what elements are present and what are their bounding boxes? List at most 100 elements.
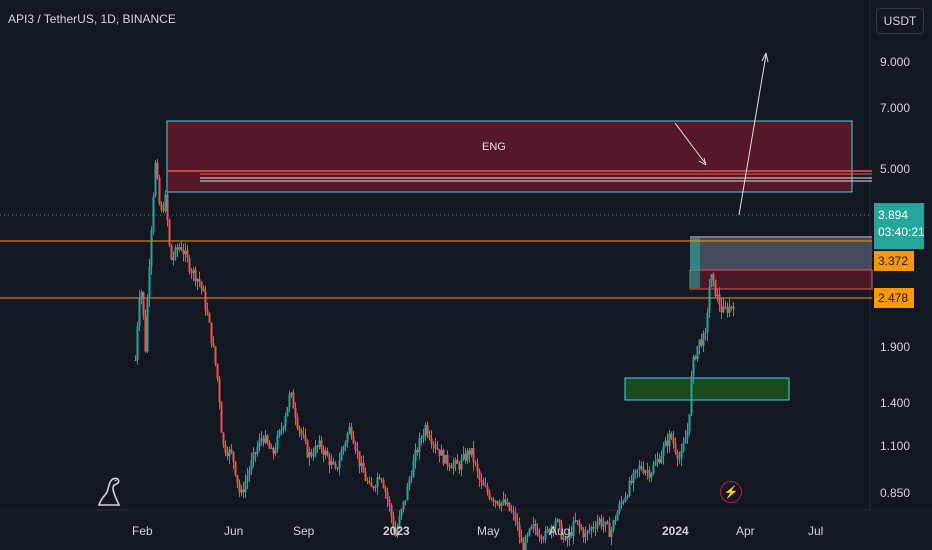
candle-body	[140, 291, 143, 298]
price-tick: 1.900	[880, 340, 910, 354]
candle-body	[228, 449, 231, 457]
price-tick: 0.850	[880, 486, 910, 500]
candle-body	[196, 279, 199, 282]
candle-body	[344, 442, 347, 447]
candle-body	[254, 452, 257, 454]
candle-body	[600, 518, 603, 527]
candle-body	[544, 530, 547, 539]
candle-body	[658, 458, 661, 463]
candle-body	[408, 479, 411, 486]
candle-body	[724, 306, 727, 308]
candle-body	[490, 498, 493, 500]
candle-body	[696, 346, 699, 360]
candle-body	[732, 306, 735, 310]
level-tag-3372[interactable]: 3.372	[874, 251, 914, 271]
time-tick: 2024	[662, 524, 689, 538]
candle-body	[180, 247, 183, 251]
candle-body	[342, 446, 345, 451]
candle-body	[266, 435, 269, 444]
candle-body	[402, 501, 405, 510]
resistance-zone[interactable]	[166, 120, 853, 193]
candle-body	[444, 455, 447, 464]
level-tag-2478[interactable]: 2.478	[874, 288, 914, 308]
candle-body	[362, 462, 365, 473]
candle-body	[256, 446, 259, 454]
candle-body	[434, 444, 437, 449]
candle-body	[464, 453, 467, 461]
dinosaur-icon	[97, 477, 121, 506]
candle-body	[138, 297, 141, 327]
candle-body	[638, 466, 641, 470]
accumulation-zone[interactable]	[624, 377, 790, 401]
candle-body	[212, 342, 215, 347]
candle-body	[334, 464, 337, 468]
demand-zone-upper[interactable]	[690, 238, 872, 270]
candle-body	[384, 487, 387, 492]
candle-body	[134, 360, 137, 362]
price-tick: 5.000	[880, 162, 910, 176]
candle-body	[528, 528, 531, 535]
demand-zone-lower[interactable]	[689, 269, 873, 290]
candle-body	[318, 440, 321, 447]
candle-body	[304, 435, 307, 441]
candle-body	[646, 470, 649, 472]
candle-body	[370, 482, 373, 487]
time-tick: May	[477, 524, 500, 538]
candle-body	[644, 471, 647, 473]
candle-body	[400, 509, 403, 517]
candle-body	[394, 528, 397, 537]
candle-body	[640, 466, 643, 469]
currency-button[interactable]: USDT	[876, 8, 924, 34]
candle-body	[358, 451, 361, 466]
candle-body	[426, 425, 429, 435]
candle-body	[478, 470, 481, 480]
arrow-target[interactable]	[738, 54, 767, 216]
candle-body	[320, 440, 323, 449]
candle-body	[160, 204, 163, 210]
candle-body	[270, 447, 273, 449]
candle-body	[492, 499, 495, 503]
candle-body	[456, 459, 459, 465]
candle-body	[518, 524, 521, 538]
candle-body	[284, 416, 287, 427]
candle-body	[662, 446, 665, 457]
candle-body	[410, 476, 413, 480]
candle-body	[272, 447, 275, 454]
time-axis: Feb Jun Sep 2023 May Aug 2024 Apr Jul	[132, 524, 823, 538]
candle-body	[590, 527, 593, 531]
time-tick: Jun	[224, 524, 243, 538]
candle-body	[150, 230, 153, 267]
symbol-title[interactable]: API3 / TetherUS, 1D, BINANCE	[8, 12, 176, 26]
candle-body	[276, 435, 279, 450]
arrow-pointer[interactable]	[674, 122, 706, 164]
candle-body	[412, 460, 415, 477]
candle-body	[252, 452, 255, 461]
candle-body	[424, 425, 427, 436]
candle-body	[238, 482, 241, 493]
candle-body	[670, 433, 673, 439]
candle-body	[210, 322, 213, 343]
candle-body	[454, 459, 457, 464]
candle-body	[682, 443, 685, 451]
candle-body	[460, 459, 463, 470]
candle-body	[726, 307, 729, 313]
candle-body	[634, 470, 637, 474]
candle-body	[504, 499, 507, 505]
candle-body	[306, 440, 309, 458]
candle-body	[534, 523, 537, 530]
candle-body	[532, 523, 535, 526]
candle-body	[438, 449, 441, 456]
lightning-icon[interactable]: ⚡	[720, 481, 742, 503]
candle-body	[302, 434, 305, 436]
candle-body	[608, 523, 611, 537]
candle-body	[346, 433, 349, 443]
candle-body	[636, 469, 639, 471]
candle-body	[222, 432, 225, 445]
candle-body	[684, 438, 687, 444]
candle-body	[296, 417, 299, 428]
demand-zone-teal	[690, 238, 700, 288]
candle-body	[204, 291, 207, 310]
candle-body	[678, 458, 681, 460]
candle-body	[322, 448, 325, 455]
